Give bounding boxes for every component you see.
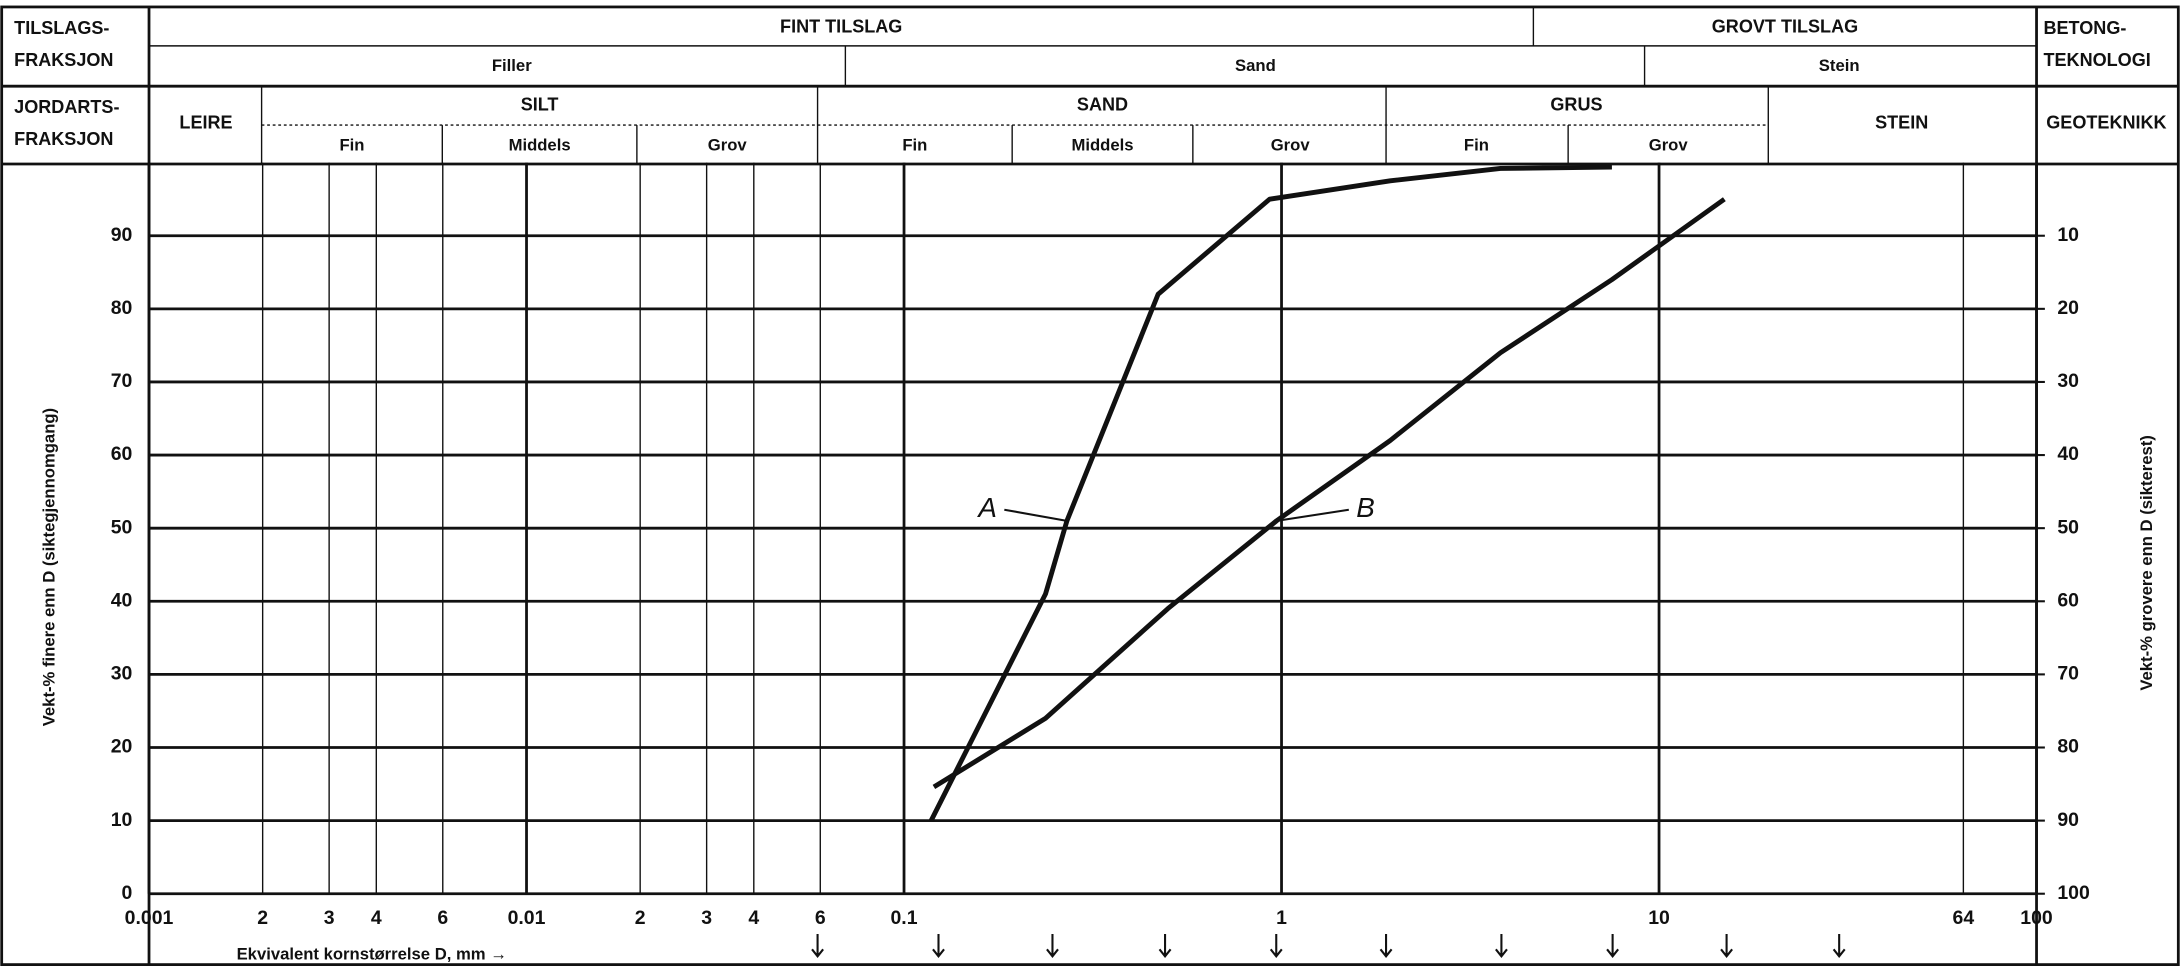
header-subgroup: Grov xyxy=(1271,135,1311,154)
header-group: GRUS xyxy=(1550,94,1602,114)
y2-tick-label: 10 xyxy=(2057,224,2079,246)
header-subgroup: Stein xyxy=(1819,56,1860,75)
x-tick-label: 0.001 xyxy=(125,907,174,929)
grid xyxy=(147,162,2038,896)
y-tick-label: 60 xyxy=(111,443,133,465)
series-label: B xyxy=(1356,492,1375,523)
y2-tick-label: 60 xyxy=(2057,589,2079,611)
x-tick-label: 4 xyxy=(748,907,759,929)
y2-tick-label: 90 xyxy=(2057,809,2079,831)
x-tick-label: 6 xyxy=(815,907,826,929)
y-tick-label: 30 xyxy=(111,663,133,685)
header-group: LEIRE xyxy=(179,112,232,132)
y2-axis-label: Vekt-% grovere enn D (sikterest) xyxy=(2137,435,2156,690)
header-subgroup: Fin xyxy=(339,135,364,154)
y2-tick-label: 100 xyxy=(2057,882,2090,904)
header-group: SILT xyxy=(521,94,559,114)
outer-frame xyxy=(0,5,2180,966)
y-tick-label: 50 xyxy=(111,516,133,538)
sieve-arrow xyxy=(811,934,1846,958)
series-pointer xyxy=(1004,508,1068,522)
y2-tick-label: 70 xyxy=(2057,663,2079,685)
header-subgroup: Sand xyxy=(1235,56,1276,75)
y2-tick-label: 30 xyxy=(2057,370,2079,392)
x-tick-label: 3 xyxy=(701,907,712,929)
header-side: BETONG- xyxy=(2043,18,2126,38)
header-subgroup: Middels xyxy=(509,135,571,154)
x-axis-label: Ekvivalent kornstørrelse D, mm → xyxy=(237,944,507,963)
y-tick-label: 70 xyxy=(111,370,133,392)
x-tick-label: 10 xyxy=(1648,907,1670,929)
header-subgroup: Middels xyxy=(1072,135,1134,154)
header-label: JORDARTS- xyxy=(14,97,119,117)
header-group: STEIN xyxy=(1875,112,1928,132)
header-subgroup: Fin xyxy=(902,135,927,154)
x-tick-label: 4 xyxy=(371,907,382,929)
x-tick-label: 0.01 xyxy=(508,907,546,929)
x-tick-label: 1 xyxy=(1276,907,1287,929)
y-tick-label: 10 xyxy=(111,809,133,831)
x-tick-label: 6 xyxy=(437,907,448,929)
series-line xyxy=(932,197,1726,790)
y2-tick-label: 20 xyxy=(2057,297,2079,319)
series-label: A xyxy=(976,492,997,523)
x-tick-label: 2 xyxy=(257,907,268,929)
header-group: SAND xyxy=(1077,94,1128,114)
y-tick-label: 40 xyxy=(111,589,133,611)
header-label: TILSLAGS- xyxy=(14,18,109,38)
header-subgroup: Grov xyxy=(1649,135,1689,154)
y2-tick-label: 80 xyxy=(2057,736,2079,758)
header-side: TEKNOLOGI xyxy=(2043,50,2150,70)
header-subgroup: Fin xyxy=(1464,135,1489,154)
header-group: FINT TILSLAG xyxy=(780,17,902,37)
y-axis-label: Vekt-% finere enn D (siktegjennomgang) xyxy=(40,408,59,726)
x-tick-label: 2 xyxy=(635,907,646,929)
header-subgroup: Grov xyxy=(708,135,748,154)
header-side: GEOTEKNIKK xyxy=(2046,112,2166,132)
header-group: GROVT TILSLAG xyxy=(1712,17,1858,37)
header-label: FRAKSJON xyxy=(14,50,113,70)
series-line xyxy=(928,164,1612,822)
series-pointer xyxy=(1276,508,1349,522)
sieve-arrows xyxy=(811,934,1846,958)
x-tick-label: 0.1 xyxy=(891,907,918,929)
y-tick-label: 0 xyxy=(122,882,133,904)
header-subgroup: Filler xyxy=(492,56,532,75)
y2-tick-label: 40 xyxy=(2057,443,2079,465)
y-tick-label: 80 xyxy=(111,297,133,319)
y2-tick-label: 50 xyxy=(2057,516,2079,538)
x-tick-label: 64 xyxy=(1953,907,1975,929)
x-tick-label: 100 xyxy=(2020,907,2053,929)
y-tick-label: 90 xyxy=(111,224,133,246)
y-tick-label: 20 xyxy=(111,736,133,758)
x-tick-label: 3 xyxy=(324,907,335,929)
header-label: FRAKSJON xyxy=(14,129,113,149)
